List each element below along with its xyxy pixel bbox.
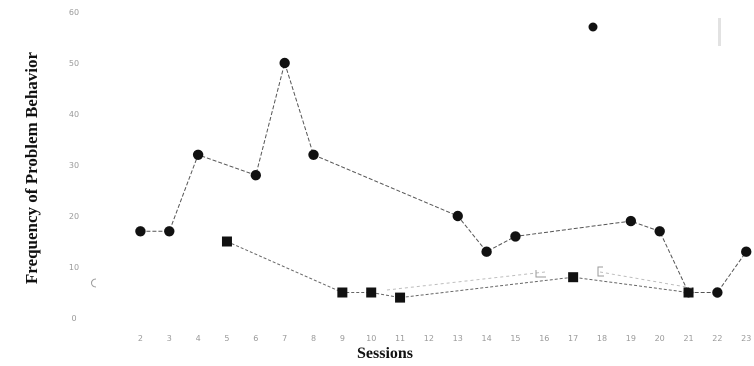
data-point [452,210,463,222]
x-tick-label: 22 [712,334,722,343]
series-2 [221,236,694,303]
x-tick-label: 4 [196,334,201,343]
data-point [250,170,262,181]
data-point [395,292,406,303]
x-tick-label: 12 [424,334,434,343]
data-point [279,57,290,69]
data-point [510,231,521,242]
data-point [135,226,146,237]
x-tick-label: 7 [282,334,287,343]
legend-circle-marker [588,22,598,32]
x-tick-label: 14 [482,334,492,343]
data-point [568,272,579,283]
data-point [192,149,204,160]
x-tick-label: 23 [741,334,751,343]
series-line [226,241,689,299]
x-tick-label: 8 [311,334,316,343]
x-tick-label: 19 [626,334,636,343]
faint-marker [535,270,546,278]
x-tick-label: 11 [395,334,405,343]
series-layer [135,57,752,303]
y-tick-label: 0 [71,314,76,323]
series-1 [135,57,752,298]
y-tick-labels: 0 10 20 30 40 50 60 [69,8,79,323]
x-tick-label: 18 [597,334,607,343]
y-axis-label-group: Frequency of Problem Behavior [22,51,41,284]
x-tick-label: 21 [683,334,693,343]
data-point [308,149,319,160]
data-point [337,287,348,298]
y-tick-label: 50 [69,59,79,68]
x-tick-label: 17 [568,334,578,343]
legend-box-edge [718,18,721,46]
data-point [221,236,232,247]
data-point [164,226,175,237]
x-tick-label: 15 [510,334,520,343]
faint-line-segment [599,271,693,289]
faint-line-segment [386,271,546,291]
x-tick-labels: 2 3 4 5 6 7 8 9 10 11 12 13 14 15 16 17 18 19 20 21 22 23 [138,334,751,343]
y-tick-label: 60 [69,8,79,17]
y-tick-label: 30 [69,161,79,170]
x-tick-label: 13 [453,334,463,343]
x-tick-label: 6 [253,334,258,343]
y-axis-label: Frequency of Problem Behavior [22,51,41,284]
faint-marks [91,266,693,291]
x-tick-label: 9 [340,334,345,343]
x-tick-label: 10 [366,334,376,343]
y-tick-label: 10 [69,263,79,272]
y-tick-label: 40 [69,110,79,119]
x-tick-label: 3 [167,334,172,343]
data-point [741,246,752,257]
x-tick-label: 20 [655,334,665,343]
data-point [654,226,665,237]
data-point [366,287,377,298]
data-point [625,215,637,227]
faint-marker [597,266,604,277]
x-tick-label: 2 [138,334,143,343]
faint-marker [91,278,97,288]
series-line [140,61,747,293]
data-point [712,287,723,298]
x-tick-label: 16 [539,334,549,343]
legend [588,18,721,46]
x-tick-label: 5 [224,334,229,343]
x-axis-label: Sessions [357,345,413,362]
data-point [683,287,694,298]
y-tick-label: 20 [69,212,79,221]
data-point [481,246,492,257]
